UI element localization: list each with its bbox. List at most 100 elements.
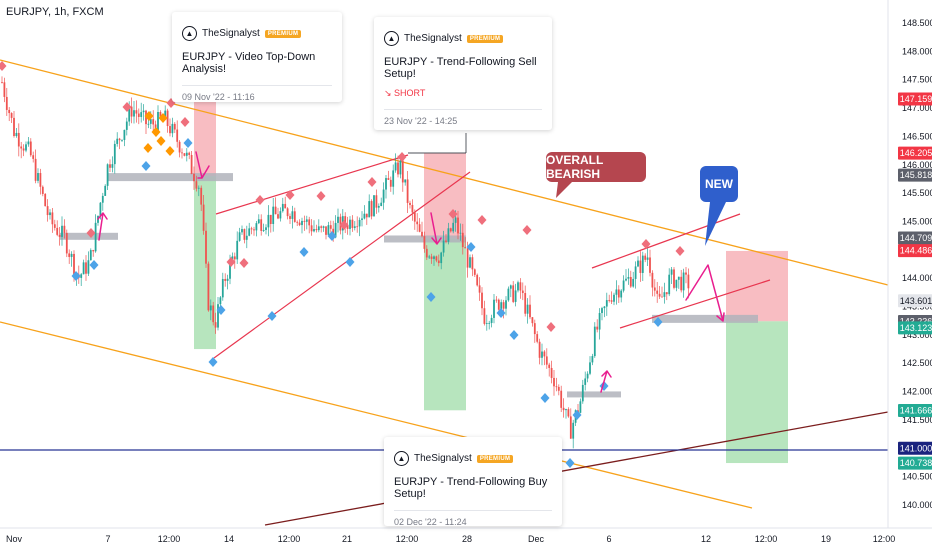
candle [329,220,332,235]
candle-body [589,362,591,374]
candle-body [437,260,440,264]
pivot-high-marker [180,117,190,127]
candle-body [3,82,6,97]
candle-body [361,218,363,220]
candle-body [550,367,553,378]
candle-body [243,229,246,240]
candle-body [610,300,613,302]
candle [301,217,303,234]
candle [17,123,20,157]
candle [351,215,354,232]
candle [123,129,126,147]
candle [418,218,421,233]
candle [32,151,35,163]
candle [622,275,625,293]
candle [284,196,287,209]
pivot-high-marker [122,102,132,112]
candle-body [541,351,543,358]
bullish-arrow [600,370,612,393]
price-label-bg [898,231,932,245]
candle [629,270,632,288]
idea-card[interactable]: ▲ TheSignalyst PREMIUM EURJPY - Trend-Fo… [374,17,552,130]
candle-body [512,285,515,302]
candle [593,322,596,358]
candle [133,100,135,124]
candle [514,283,517,307]
price-label: 140.738 [898,456,932,470]
idea-card[interactable]: ▲ TheSignalyst PREMIUM EURJPY - Video To… [172,12,342,102]
candle-body [651,272,654,288]
candle [413,209,416,230]
candle [538,338,541,365]
idea-title[interactable]: EURJPY - Trend-Following Sell Setup! [384,56,537,80]
price-axis: 140.000 140.500 141.000 141.500 142.000 142.5… [887,0,932,528]
candle [15,127,18,138]
candle [387,170,390,181]
candle-body [205,230,207,264]
candle [581,379,584,404]
candle-body [125,121,128,130]
pivot-high-marker [0,61,7,71]
author-logo-icon: ▲ [394,451,409,466]
candle-body [89,250,92,261]
pivot-low-marker [299,247,309,257]
candle-body [224,278,227,281]
wedge-upper-line [215,154,409,215]
candle-body [183,153,186,156]
candle-body [469,257,471,268]
candle [169,118,171,137]
candle [296,220,299,227]
candle-body [277,214,279,219]
pivot-low-marker [216,305,226,315]
candle [53,219,56,231]
candle [195,175,198,192]
stop-loss-box [424,153,466,239]
candle-body [445,240,447,242]
candle-body [663,292,666,297]
candle [13,111,15,138]
candle [85,255,87,281]
candle-body [641,255,644,273]
candle-body [245,235,248,240]
candle-body [368,201,371,218]
candle-body [99,202,102,216]
price-label-bg [898,244,932,258]
candle-body [44,193,47,207]
candle-body [111,164,114,168]
candle-body [27,141,30,145]
candle [260,214,263,236]
candle [687,268,690,299]
candle [404,179,407,186]
candle [416,213,419,232]
idea-title[interactable]: EURJPY - Trend-Following Buy Setup! [394,476,548,500]
price-label-text: 146.205 [900,148,932,158]
candle [137,108,140,125]
candle [485,314,488,331]
candle-body [442,240,445,253]
idea-card[interactable]: ▲ TheSignalyst PREMIUM EURJPY - Trend-Fo… [384,437,562,527]
candle [109,159,111,173]
projection-arrow [685,264,725,322]
candle-body [389,179,392,187]
candle-body [56,227,59,235]
candle-body [217,304,219,328]
candle-body [68,253,71,257]
candle-body [639,260,642,273]
candle [320,225,323,233]
candle [152,110,155,132]
pivot-marker [165,146,175,156]
channel-upper-red-line [591,213,741,269]
pivot-high-marker [255,195,265,205]
idea-title[interactable]: EURJPY - Video Top-Down Analysis! [182,51,316,75]
demand-zone [652,314,758,323]
candle-body [459,232,462,234]
candle-body [269,214,272,224]
idea-date: 23 Nov '22 - 14:25 [384,116,458,126]
candle-body [406,179,409,203]
candle [118,137,121,150]
candle-body [615,289,618,295]
pivot-low-marker [653,317,663,327]
candle-body [310,225,313,232]
